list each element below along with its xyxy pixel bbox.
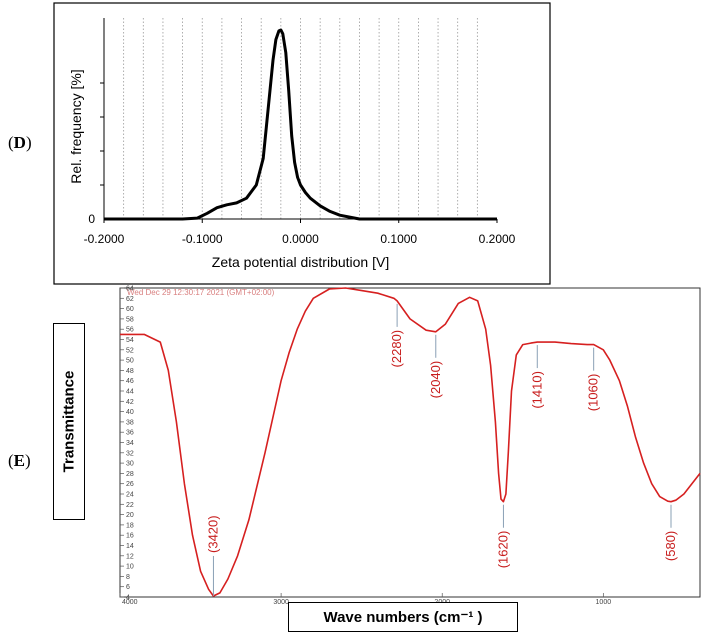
ftir-y-tick-label: 38	[126, 419, 134, 426]
ftir-peak-label: (1410)	[529, 371, 544, 409]
ftir-y-tick-label: 10	[126, 564, 134, 571]
ftir-y-tick-label: 34	[126, 440, 134, 447]
ftir-y-tick-label: 12	[126, 553, 134, 560]
panel-label-d: (D)	[8, 133, 32, 152]
ftir-peak-label: (580)	[663, 531, 678, 561]
zeta-x-tick-label: -0.1000	[182, 232, 223, 246]
zeta-y-axis-label: Rel. frequency [%]	[68, 69, 84, 183]
ftir-y-tick-label: 40	[126, 409, 134, 416]
zeta-y-tick-label: 0	[88, 212, 95, 226]
ftir-y-tick-label: 24	[126, 492, 134, 499]
ftir-y-tick-label: 14	[126, 543, 134, 550]
ftir-header-text: Wed Dec 29 12:30:17 2021 (GMT+02:00)	[127, 288, 275, 297]
ftir-x-tick-label: 1000	[596, 599, 612, 606]
ftir-y-tick-label: 54	[126, 337, 134, 344]
ftir-y-tick-label: 36	[126, 430, 134, 437]
ftir-y-tick-label: 16	[126, 533, 134, 540]
ftir-y-tick-label: 18	[126, 522, 134, 529]
ftir-peak-label: (2040)	[428, 361, 443, 399]
ftir-xlabel: Wave numbers (cm⁻¹ )	[323, 609, 483, 626]
panel-label-e: (E)	[8, 451, 31, 470]
zeta-x-tick-label: 0.2000	[479, 232, 516, 246]
zeta-x-axis-label: Zeta potential distribution [V]	[212, 254, 389, 270]
ftir-x-tick-label: 4000	[122, 599, 138, 606]
ftir-y-tick-label: 60	[126, 306, 134, 313]
ftir-y-tick-label: 32	[126, 450, 134, 457]
ftir-y-tick-label: 30	[126, 461, 134, 468]
ftir-y-tick-label: 56	[126, 327, 134, 334]
ftir-xlabel-box: Wave numbers (cm⁻¹ )	[288, 602, 518, 632]
ftir-y-tick-label: 26	[126, 481, 134, 488]
ftir-y-tick-label: 44	[126, 389, 134, 396]
ftir-peak-label: (3420)	[205, 515, 220, 553]
ftir-y-tick-label: 46	[126, 378, 134, 385]
ftir-y-tick-label: 22	[126, 502, 134, 509]
ftir-y-tick-label: 8	[126, 574, 130, 581]
ftir-y-tick-label: 64	[126, 286, 134, 293]
zeta-distribution-line	[104, 28, 497, 221]
ftir-plot-frame	[119, 287, 701, 598]
ftir-x-tick-label: 3000	[273, 599, 289, 606]
zeta-x-tick-label: 0.1000	[380, 232, 417, 246]
ftir-spectrum-line	[120, 287, 701, 597]
zeta-x-tick-label: 0.0000	[282, 232, 319, 246]
ftir-peak-label: (1620)	[495, 531, 510, 569]
ftir-ylabel-box: Transmittance	[53, 323, 85, 520]
zeta-panel-frame	[53, 2, 551, 285]
ftir-y-tick-label: 20	[126, 512, 134, 519]
ftir-y-tick-label: 52	[126, 347, 134, 354]
ftir-y-tick-label: 6	[126, 584, 130, 591]
ftir-y-tick-label: 62	[126, 296, 134, 303]
zeta-x-tick-label: -0.2000	[84, 232, 125, 246]
ftir-ylabel: Transmittance	[60, 370, 78, 473]
ftir-y-tick-label: 42	[126, 399, 134, 406]
ftir-y-tick-label: 58	[126, 316, 134, 323]
ftir-peak-label: (2280)	[389, 330, 404, 368]
ftir-y-tick-label: 28	[126, 471, 134, 478]
ftir-y-tick-label: 48	[126, 368, 134, 375]
ftir-y-tick-label: 50	[126, 358, 134, 365]
zeta-potential-chart: -0.2000 -0.1000 0.0000 0.1000 0.2000 0 Zeta po…	[53, 2, 551, 285]
ftir-peak-label: (1060)	[586, 374, 601, 412]
ftir-y-tick-label: 4	[126, 595, 130, 602]
